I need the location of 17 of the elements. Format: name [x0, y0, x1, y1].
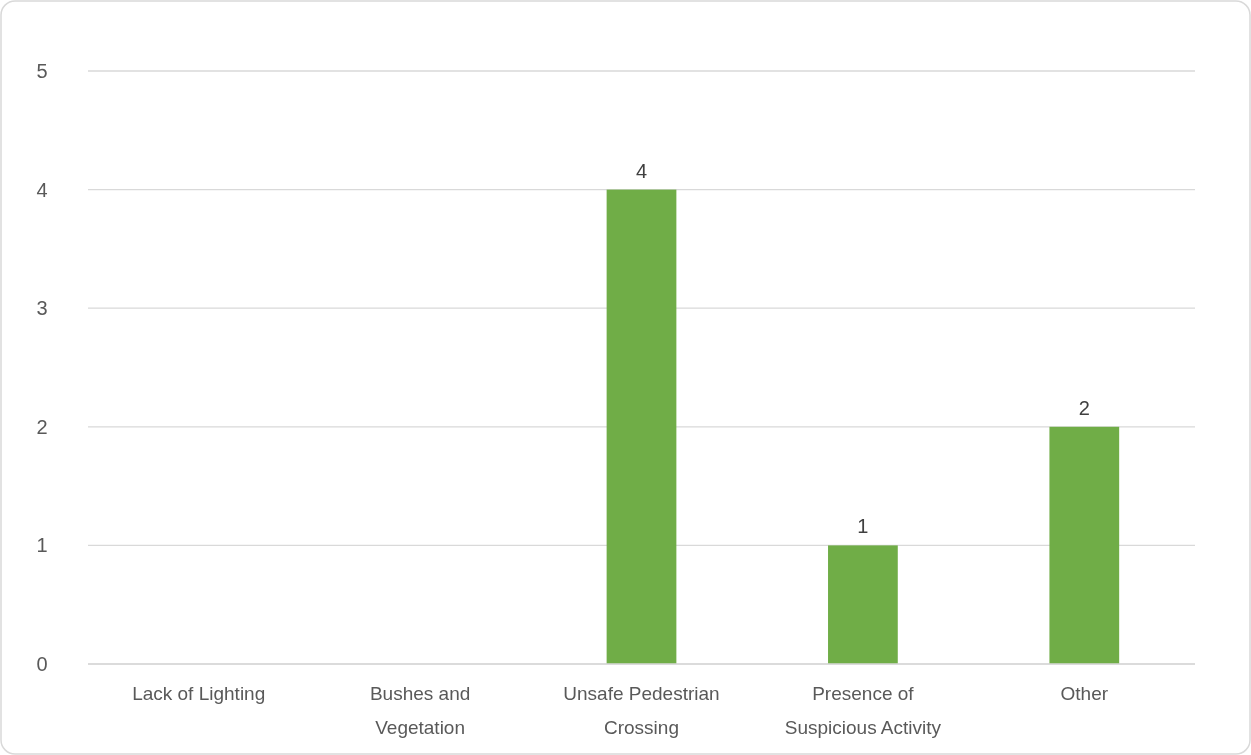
- y-tick-label: 1: [36, 534, 48, 557]
- y-tick-label: 0: [36, 653, 48, 675]
- bar: [1049, 426, 1120, 664]
- data-label: 4: [635, 159, 648, 182]
- data-label: 2: [1078, 396, 1090, 419]
- y-tick-label: 2: [36, 415, 48, 438]
- data-label: 1: [857, 515, 869, 538]
- y-tick-label: 5: [36, 60, 48, 82]
- y-tick-label: 3: [36, 297, 48, 320]
- bar: [606, 189, 677, 664]
- x-tick-label: Lack of Lighting: [132, 683, 266, 704]
- x-tick-label: Bushes and Vegetation: [369, 683, 471, 738]
- bar: [828, 545, 898, 664]
- x-tick-label: Presence of Suspicious Activity: [784, 683, 942, 738]
- x-tick-label: Unsafe Pedestrian Crossing: [563, 683, 720, 738]
- x-tick-label: Other: [1060, 683, 1109, 704]
- y-tick-label: 4: [36, 178, 48, 201]
